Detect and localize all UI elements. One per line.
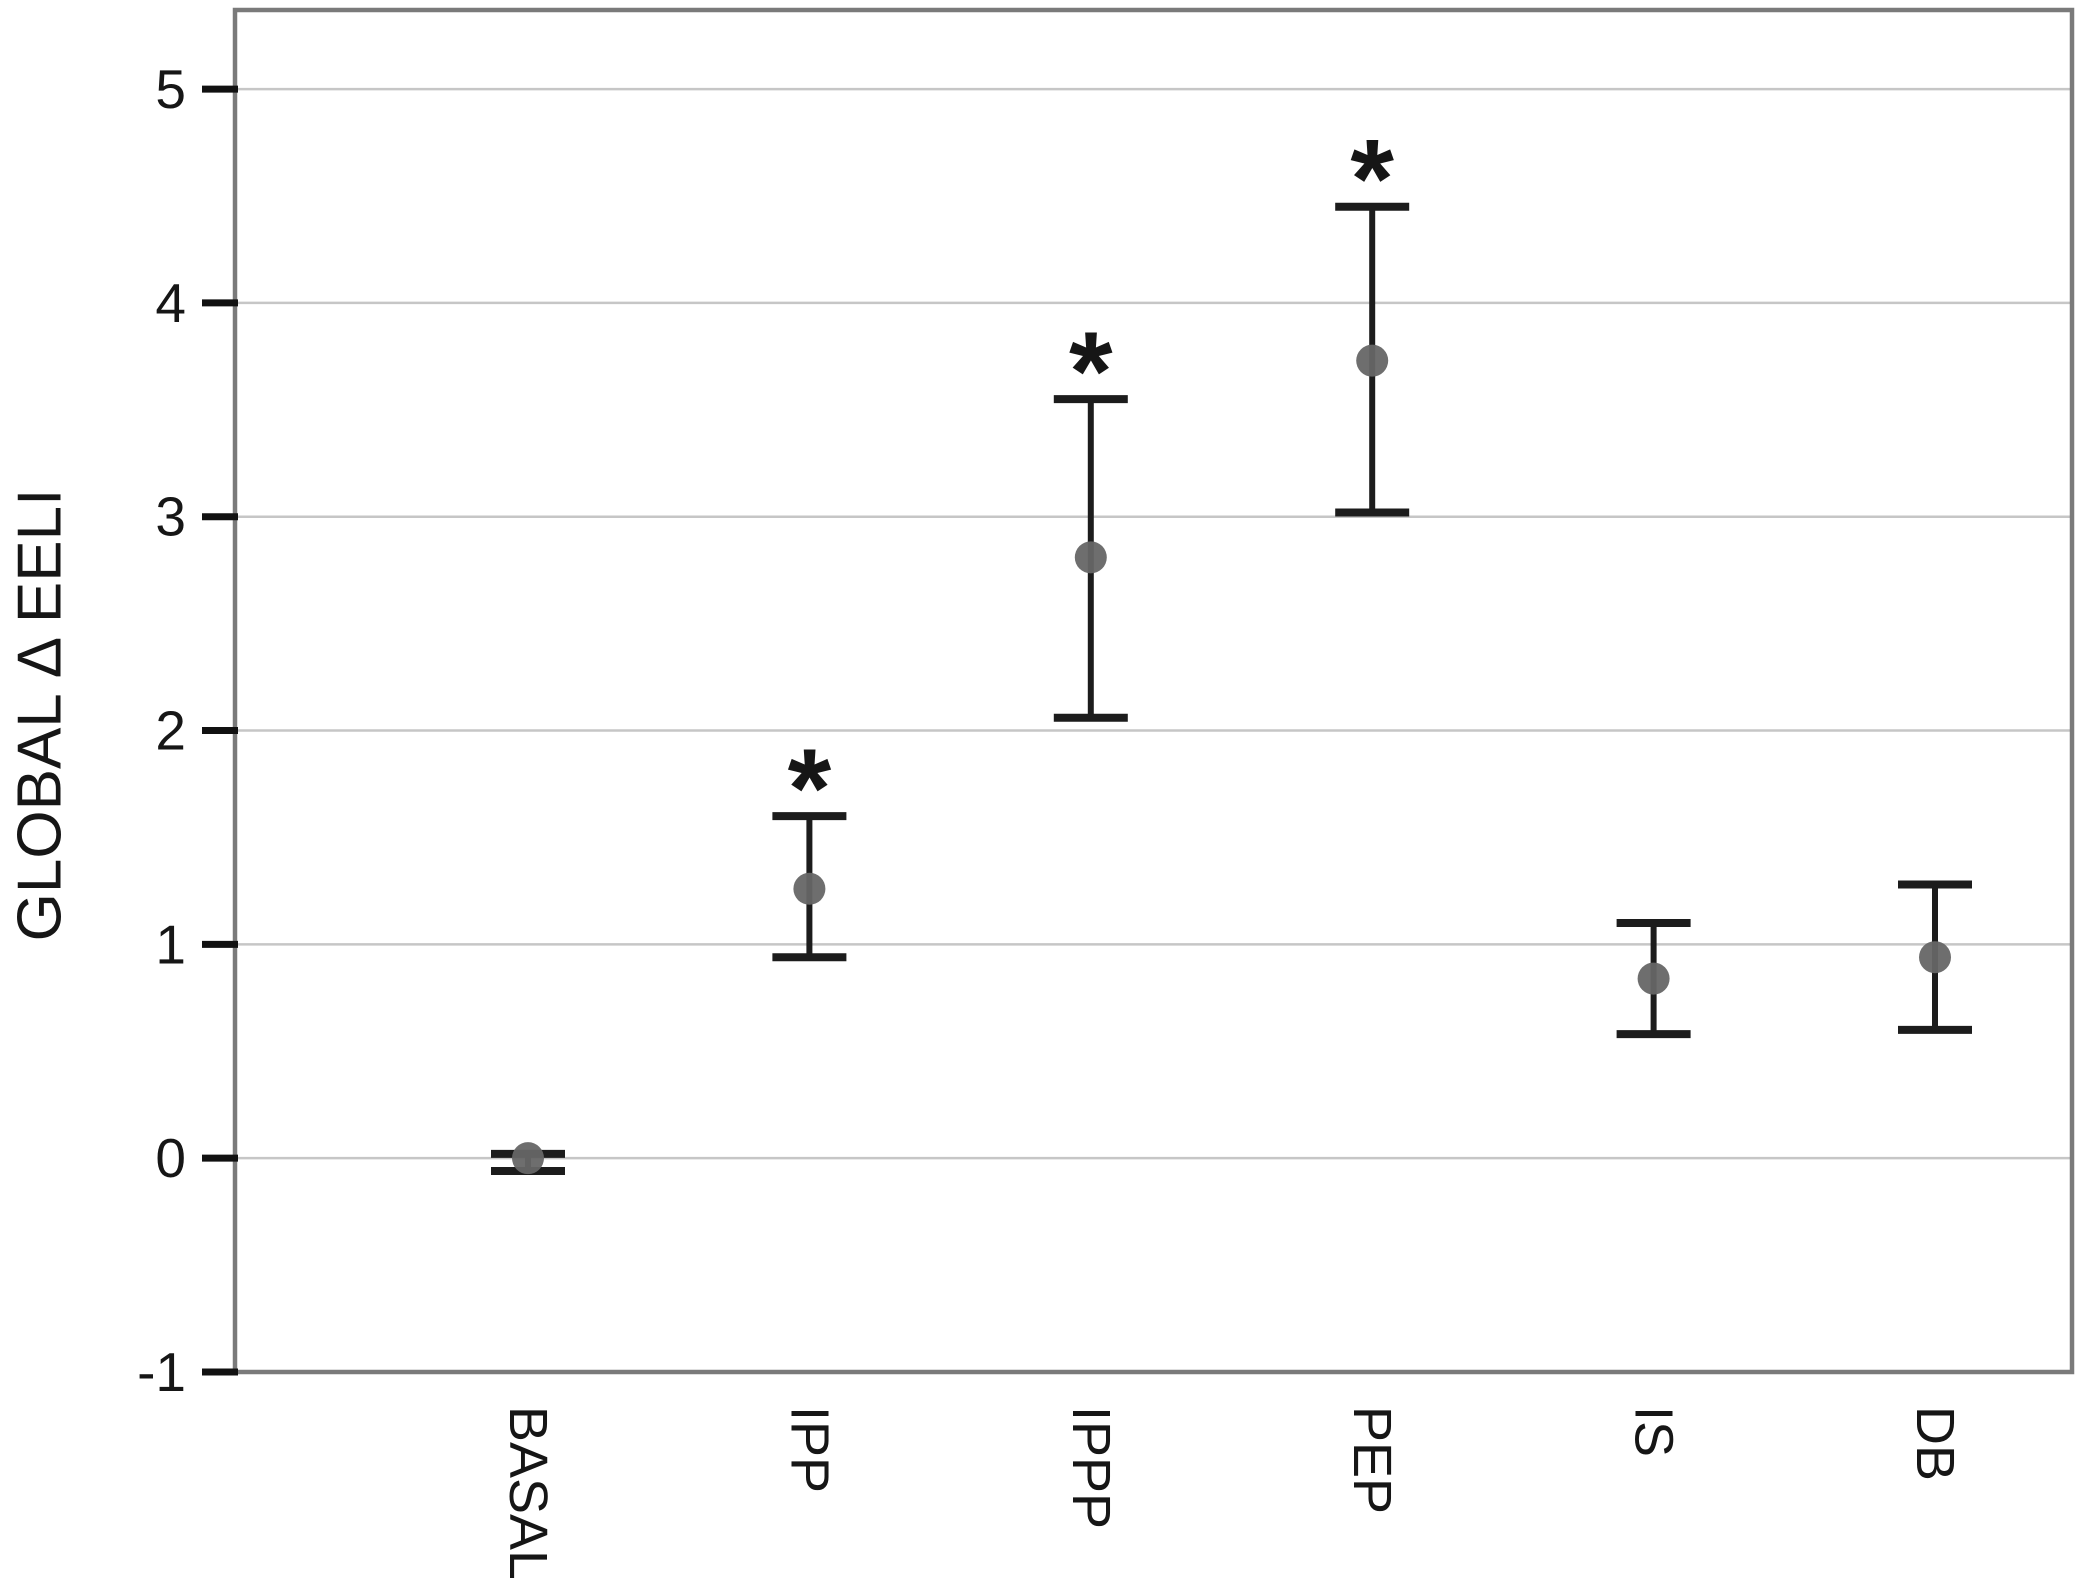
plot-frame (232, 7, 2075, 1375)
significance-asterisk-icon: * (1350, 117, 1394, 242)
y-tick-label: 2 (155, 700, 186, 762)
x-category-label: BASAL (498, 1406, 558, 1578)
y-tick-label: -1 (137, 1341, 186, 1403)
mean-point-marker (1919, 941, 1951, 974)
mean-point-marker (1074, 541, 1107, 574)
y-tick-label: 0 (155, 1127, 186, 1189)
x-category-label: IPPP (1061, 1406, 1121, 1529)
y-tick-label: 4 (155, 272, 186, 334)
y-tick-label: 3 (155, 486, 186, 548)
y-tick-label: 1 (155, 913, 186, 975)
significance-asterisk-icon: * (788, 726, 832, 851)
mean-point-marker (512, 1142, 544, 1175)
significance-asterisk-icon: * (1069, 309, 1113, 434)
x-category-label: IS (1624, 1406, 1684, 1457)
mean-point-marker (1356, 344, 1389, 377)
x-category-label: IPP (779, 1406, 839, 1493)
x-category-label: DB (1905, 1406, 1965, 1481)
x-category-label: PEP (1342, 1406, 1402, 1514)
mean-point-marker (1637, 962, 1670, 995)
y-tick-label: 5 (155, 58, 186, 120)
y-axis-title: GLOBAL Δ EELI (6, 489, 75, 942)
mean-point-marker (793, 872, 826, 905)
